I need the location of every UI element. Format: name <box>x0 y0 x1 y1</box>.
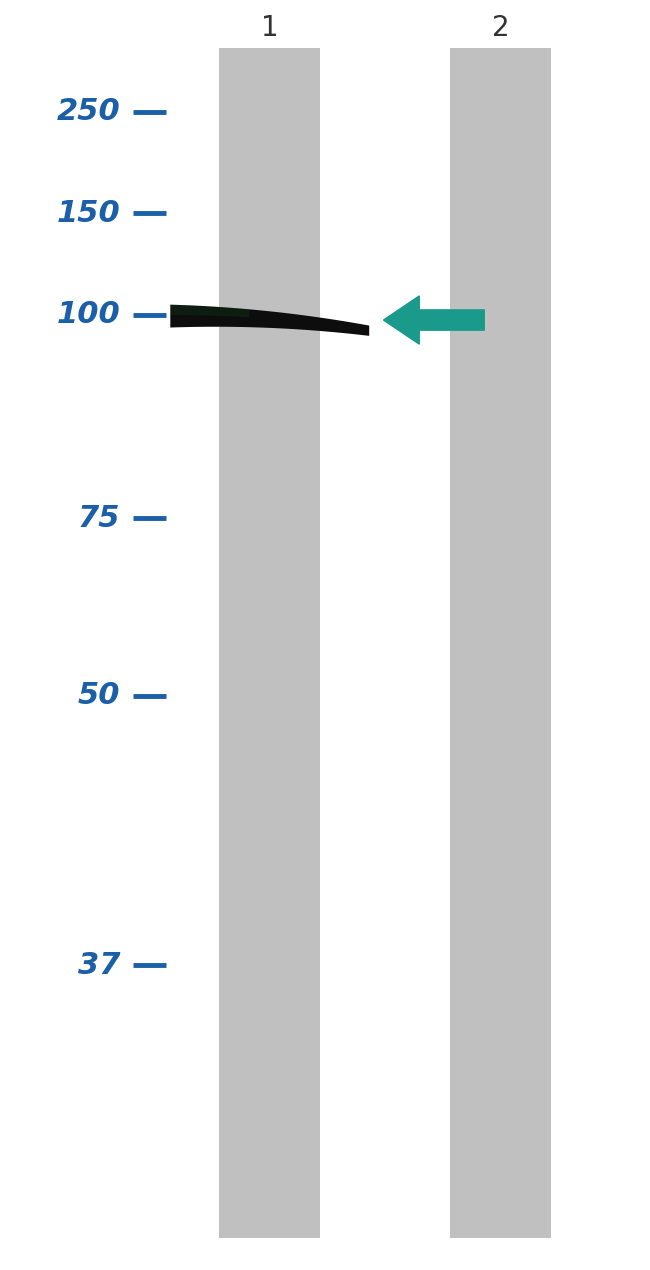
Text: 50: 50 <box>78 682 120 710</box>
Text: 37: 37 <box>78 951 120 979</box>
Text: 2: 2 <box>491 14 510 42</box>
FancyArrow shape <box>384 296 484 344</box>
Bar <box>450 48 551 1238</box>
Text: 150: 150 <box>57 199 120 227</box>
Polygon shape <box>170 305 369 335</box>
Text: 1: 1 <box>261 14 279 42</box>
Text: 100: 100 <box>57 301 120 329</box>
Bar <box>219 48 320 1238</box>
Polygon shape <box>170 305 249 318</box>
Text: 75: 75 <box>78 504 120 532</box>
Text: 250: 250 <box>57 98 120 126</box>
